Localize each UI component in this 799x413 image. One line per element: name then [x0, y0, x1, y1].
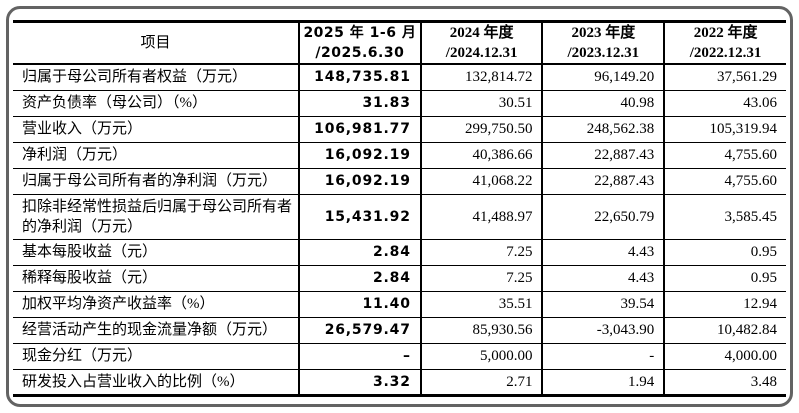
column-header-period-2024: 2024 年度 /2024.12.31: [419, 21, 543, 65]
cell-value: 22,887.43: [541, 168, 665, 195]
cell-value: 132,814.72: [419, 64, 543, 91]
row-item-label: 经营活动产生的现金流量净额（万元）: [13, 317, 300, 344]
table-row: 加权平均净资产收益率（%） 11.40 35.51 39.54 12.94: [13, 291, 786, 318]
table-row: 基本每股收益（元） 2.84 7.25 4.43 0.95: [13, 239, 786, 266]
cell-value: 40,386.66: [419, 142, 543, 169]
cell-value: 4,755.60: [663, 142, 786, 169]
cell-value: 3.32: [298, 369, 421, 396]
cell-value: 10,482.84: [663, 317, 786, 344]
cell-value: 30.51: [419, 90, 543, 117]
cell-value: 40.98: [541, 90, 665, 117]
cell-value: 7.25: [419, 265, 543, 292]
cell-value: 148,735.81: [298, 64, 421, 91]
cell-value: 11.40: [298, 291, 421, 318]
period-line1: 2024 年度: [449, 25, 514, 41]
row-item-label: 资产负债率（母公司）（%）: [13, 90, 300, 117]
cell-value: 96,149.20: [541, 64, 665, 91]
row-item-label: 稀释每股收益（元）: [13, 265, 300, 292]
cell-value: 1.94: [541, 369, 665, 396]
table-row: 稀释每股收益（元） 2.84 7.25 4.43 0.95: [13, 265, 786, 292]
cell-value: 4.43: [541, 265, 665, 292]
cell-value: 4.43: [541, 239, 665, 266]
column-header-item: 项目: [13, 21, 300, 65]
row-item-label: 营业收入（万元）: [13, 116, 300, 143]
table-row: 现金分红（万元） –5,000.00-4,000.00: [13, 343, 786, 370]
period-line1: 2025 年 1-6 月: [303, 25, 417, 41]
row-item-label: 扣除非经常性损益后归属于母公司所有者的净利润（万元）: [13, 194, 300, 240]
cell-value: 4,755.60: [663, 168, 786, 195]
cell-value: 2.84: [298, 265, 421, 292]
cell-value: 26,579.47: [298, 317, 421, 344]
cell-value: 299,750.50: [419, 116, 543, 143]
cell-value: 43.06: [663, 90, 786, 117]
row-item-label: 归属于母公司所有者的净利润（万元）: [13, 168, 300, 195]
cell-value: 16,092.19: [298, 168, 421, 195]
cell-value: 3.48: [663, 369, 786, 396]
cell-value: 106,981.77: [298, 116, 421, 143]
period-line2: /2025.6.30: [315, 45, 405, 61]
cell-value: 39.54: [541, 291, 665, 318]
column-header-period-2022: 2022 年度 /2022.12.31: [663, 21, 786, 65]
row-item-label: 加权平均净资产收益率（%）: [13, 291, 300, 318]
row-item-label: 现金分红（万元）: [13, 343, 300, 370]
cell-value: 22,650.79: [541, 194, 665, 240]
column-header-period-2023: 2023 年度 /2023.12.31: [541, 21, 665, 65]
row-item-label: 净利润（万元）: [13, 142, 300, 169]
cell-value: –: [298, 343, 421, 370]
cell-value: 7.25: [419, 239, 543, 266]
cell-value: 0.95: [663, 239, 786, 266]
cell-value: 0.95: [663, 265, 786, 292]
row-item-label: 研发投入占营业收入的比例（%）: [13, 369, 300, 396]
row-item-label: 基本每股收益（元）: [13, 239, 300, 266]
cell-value: 248,562.38: [541, 116, 665, 143]
period-line1: 2022 年度: [693, 25, 758, 41]
cell-value: 12.94: [663, 291, 786, 318]
table-row: 归属于母公司所有者的净利润（万元） 16,092.19 41,068.22 22,88…: [13, 168, 786, 195]
cell-value: 5,000.00: [419, 343, 543, 370]
cell-value: 105,319.94: [663, 116, 786, 143]
cell-value: 22,887.43: [541, 142, 665, 169]
column-header-period-2025h1: 2025 年 1-6 月 /2025.6.30: [298, 21, 421, 65]
table-row: 扣除非经常性损益后归属于母公司所有者的净利润（万元） 15,431.92 41,48…: [13, 194, 786, 240]
cell-value: -: [541, 343, 665, 370]
cell-value: 2.71: [419, 369, 543, 396]
cell-value: 85,930.56: [419, 317, 543, 344]
cell-value: 2.84: [298, 239, 421, 266]
financial-indicators-table: 项目 2025 年 1-6 月 /2025.6.30 2024 年度 /2024…: [13, 20, 786, 397]
cell-value: 3,585.45: [663, 194, 786, 240]
cell-value: 37,561.29: [663, 64, 786, 91]
document-card: 项目 2025 年 1-6 月 /2025.6.30 2024 年度 /2024…: [6, 6, 793, 407]
period-line2: /2022.12.31: [689, 45, 762, 61]
row-item-label: 归属于母公司所有者权益（万元）: [13, 64, 300, 91]
cell-value: -3,043.90: [541, 317, 665, 344]
period-line2: /2024.12.31: [445, 45, 518, 61]
table-row: 净利润（万元） 16,092.19 40,386.66 22,887.43 4,755.…: [13, 142, 786, 169]
table-row: 营业收入（万元） 106,981.77 299,750.50 248,562.38 10…: [13, 116, 786, 143]
cell-value: 16,092.19: [298, 142, 421, 169]
table-row: 研发投入占营业收入的比例（%） 3.32 2.71 1.94 3.48: [13, 369, 786, 396]
cell-value: 35.51: [419, 291, 543, 318]
period-line2: /2023.12.31: [567, 45, 640, 61]
cell-value: 4,000.00: [663, 343, 786, 370]
period-line1: 2023 年度: [571, 25, 636, 41]
cell-value: 41,488.97: [419, 194, 543, 240]
table-row: 资产负债率（母公司）（%） 31.83 30.51 40.98 43.06: [13, 90, 786, 117]
header-row: 项目 2025 年 1-6 月 /2025.6.30 2024 年度 /2024…: [13, 21, 786, 65]
table-row: 归属于母公司所有者权益（万元） 148,735.81 132,814.72 96,14…: [13, 64, 786, 91]
cell-value: 41,068.22: [419, 168, 543, 195]
cell-value: 31.83: [298, 90, 421, 117]
cell-value: 15,431.92: [298, 194, 421, 240]
table-row: 经营活动产生的现金流量净额（万元） 26,579.47 85,930.56 -3,04…: [13, 317, 786, 344]
